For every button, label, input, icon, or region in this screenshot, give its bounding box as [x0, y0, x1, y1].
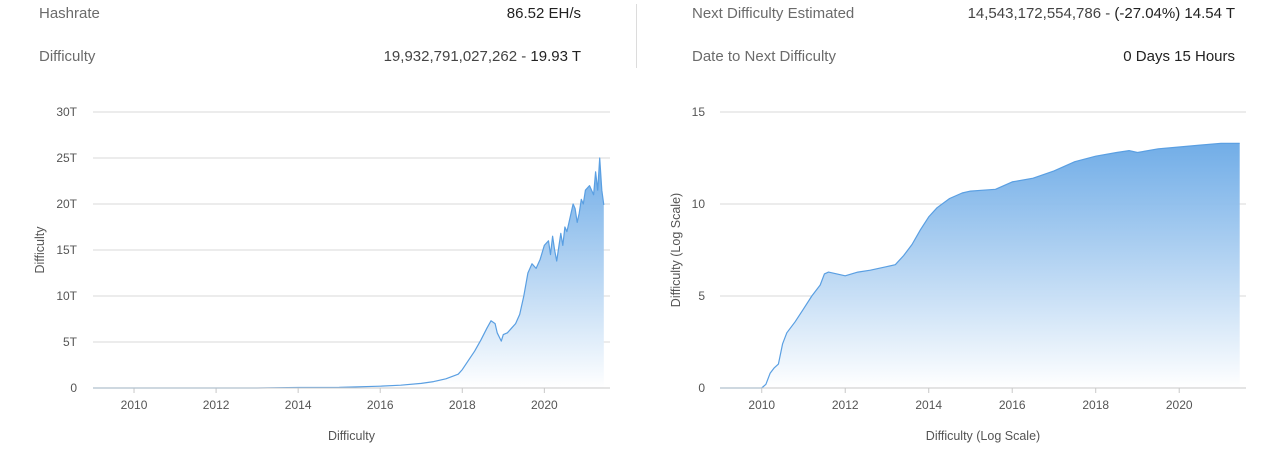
date-next-difficulty-value: 0 Days 15 Hours: [1123, 48, 1235, 65]
difficulty-log-chart: 0 5 10 15 2010 2012 2014 2016 2018 2020 Difficulty…: [669, 105, 1246, 443]
hashrate-value-text: 86.52 EH/s: [506, 5, 581, 22]
x-tick-label: 2012: [832, 398, 859, 412]
x-axis-title: Difficulty (Log Scale): [926, 429, 1040, 443]
hashrate-label: Hashrate: [39, 5, 100, 22]
y-tick-label: 5: [698, 289, 705, 303]
hashrate-value: 86.52 EH/s: [507, 5, 581, 22]
next-difficulty-value-full: 14,543,172,554,786 -: [967, 5, 1115, 22]
difficulty-value-short: 19.93 T: [530, 48, 581, 65]
x-tick-label: 2010: [748, 398, 775, 412]
y-axis-title: Difficulty: [33, 226, 47, 274]
stats-divider: [636, 4, 637, 68]
series-line: [93, 157, 605, 389]
x-tick-label: 2018: [449, 398, 476, 412]
next-difficulty-label: Next Difficulty Estimated: [692, 5, 855, 22]
difficulty-label: Difficulty: [39, 48, 96, 65]
difficulty-value-full: 19,932,791,027,262 -: [383, 48, 531, 65]
series-area: [93, 158, 604, 388]
date-next-difficulty-label: Date to Next Difficulty: [692, 48, 836, 65]
y-tick-label: 0: [70, 381, 77, 395]
y-tick-label: 5T: [63, 335, 78, 349]
y-tick-label: 10T: [56, 289, 77, 303]
x-tick-label: 2012: [203, 398, 230, 412]
y-tick-label: 30T: [56, 105, 77, 119]
x-axis-title: Difficulty: [328, 429, 376, 443]
y-axis-title: Difficulty (Log Scale): [669, 193, 683, 307]
difficulty-value: 19,932,791,027,262 - 19.93 T: [384, 48, 581, 65]
y-tick-label: 15: [692, 105, 706, 119]
next-difficulty-change: (-27.04%) 14.54 T: [1114, 5, 1235, 22]
series-line: [720, 142, 1240, 389]
y-tick-label: 25T: [56, 151, 77, 165]
x-tick-label: 2016: [999, 398, 1026, 412]
x-tick-label: 2020: [1166, 398, 1193, 412]
x-tick-label: 2014: [285, 398, 312, 412]
y-tick-label: 0: [698, 381, 705, 395]
x-tick-label: 2018: [1082, 398, 1109, 412]
date-next-difficulty-text: 0 Days 15 Hours: [1123, 48, 1235, 65]
difficulty-chart: 0 5T 10T 15T 20T 25T 30T 2010 2012 2014 2016 2018 20…: [33, 105, 610, 443]
series-area: [720, 143, 1240, 388]
x-tick-label: 2020: [531, 398, 558, 412]
stats-panel: Hashrate 86.52 EH/s Difficulty 19,932,79…: [0, 0, 1280, 72]
y-tick-label: 10: [692, 197, 706, 211]
y-tick-label: 20T: [56, 197, 77, 211]
y-tick-label: 15T: [56, 243, 77, 257]
next-difficulty-value: 14,543,172,554,786 - (-27.04%) 14.54 T: [968, 5, 1235, 22]
x-tick-label: 2016: [367, 398, 394, 412]
x-tick-label: 2010: [121, 398, 148, 412]
x-tick-label: 2014: [915, 398, 942, 412]
